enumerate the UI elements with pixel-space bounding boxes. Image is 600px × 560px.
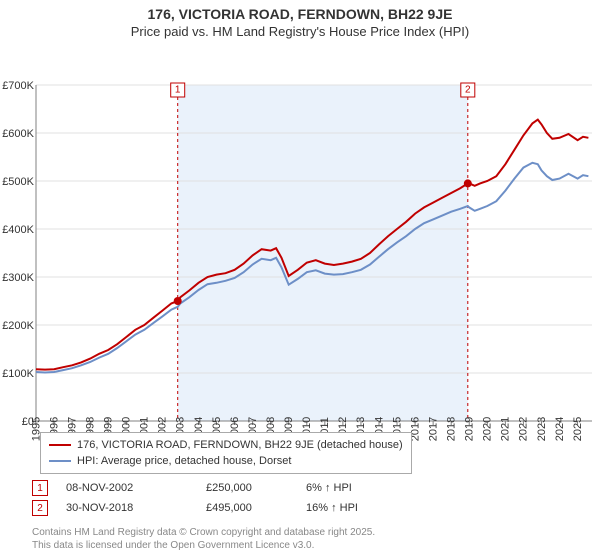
- chart-title-1: 176, VICTORIA ROAD, FERNDOWN, BH22 9JE: [0, 6, 600, 22]
- sale-dot: [464, 179, 472, 187]
- shaded-range: [178, 85, 468, 421]
- chart-title-2: Price paid vs. HM Land Registry's House …: [0, 24, 600, 39]
- x-tick-label: 2019: [464, 417, 476, 441]
- sale-marker: 2: [32, 500, 48, 516]
- y-tick-label: £700K: [2, 80, 34, 92]
- x-tick-label: 2020: [482, 417, 494, 441]
- x-tick-label: 2023: [536, 417, 548, 441]
- sale-marker-num: 1: [175, 85, 181, 96]
- sales-row: 1 08-NOV-2002£250,0006% ↑ HPI: [32, 478, 406, 498]
- sale-date: 08-NOV-2002: [66, 482, 206, 494]
- sale-marker-num: 2: [465, 85, 471, 96]
- legend: 176, VICTORIA ROAD, FERNDOWN, BH22 9JE (…: [40, 432, 412, 474]
- sales-table: 1 08-NOV-2002£250,0006% ↑ HPI 2 30-NOV-2018…: [32, 478, 406, 518]
- legend-item: HPI: Average price, detached house, Dors…: [49, 453, 403, 469]
- sale-hpi-delta: 16% ↑ HPI: [306, 502, 406, 514]
- y-tick-label: £100K: [2, 368, 34, 380]
- footer-line-1: Contains HM Land Registry data © Crown c…: [32, 526, 375, 539]
- x-tick-label: 2021: [500, 417, 512, 441]
- x-tick-label: 2022: [518, 417, 530, 441]
- chart-area: £0£100K£200K£300K£400K£500K£600K£700K199…: [0, 39, 600, 469]
- legend-swatch: [49, 444, 71, 446]
- sale-price: £250,000: [206, 482, 306, 494]
- y-tick-label: £300K: [2, 272, 34, 284]
- legend-swatch: [49, 460, 71, 462]
- chart-svg: £0£100K£200K£300K£400K£500K£600K£700K199…: [0, 39, 600, 469]
- footer-line-2: This data is licensed under the Open Gov…: [32, 539, 375, 552]
- sale-hpi-delta: 6% ↑ HPI: [306, 482, 406, 494]
- x-tick-label: 2018: [445, 417, 457, 441]
- legend-label: HPI: Average price, detached house, Dors…: [77, 455, 291, 467]
- sale-price: £495,000: [206, 502, 306, 514]
- x-tick-label: 2017: [427, 417, 439, 441]
- legend-item: 176, VICTORIA ROAD, FERNDOWN, BH22 9JE (…: [49, 437, 403, 453]
- legend-label: 176, VICTORIA ROAD, FERNDOWN, BH22 9JE (…: [77, 439, 403, 451]
- y-tick-label: £600K: [2, 128, 34, 140]
- y-tick-label: £500K: [2, 176, 34, 188]
- y-tick-label: £400K: [2, 224, 34, 236]
- x-tick-label: 2024: [554, 417, 566, 441]
- y-tick-label: £200K: [2, 320, 34, 332]
- sales-row: 2 30-NOV-2018£495,00016% ↑ HPI: [32, 498, 406, 518]
- sale-date: 30-NOV-2018: [66, 502, 206, 514]
- sale-marker: 1: [32, 480, 48, 496]
- sale-dot: [174, 297, 182, 305]
- x-tick-label: 2025: [572, 417, 584, 441]
- footer: Contains HM Land Registry data © Crown c…: [32, 526, 375, 552]
- chart-title-block: 176, VICTORIA ROAD, FERNDOWN, BH22 9JE P…: [0, 0, 600, 39]
